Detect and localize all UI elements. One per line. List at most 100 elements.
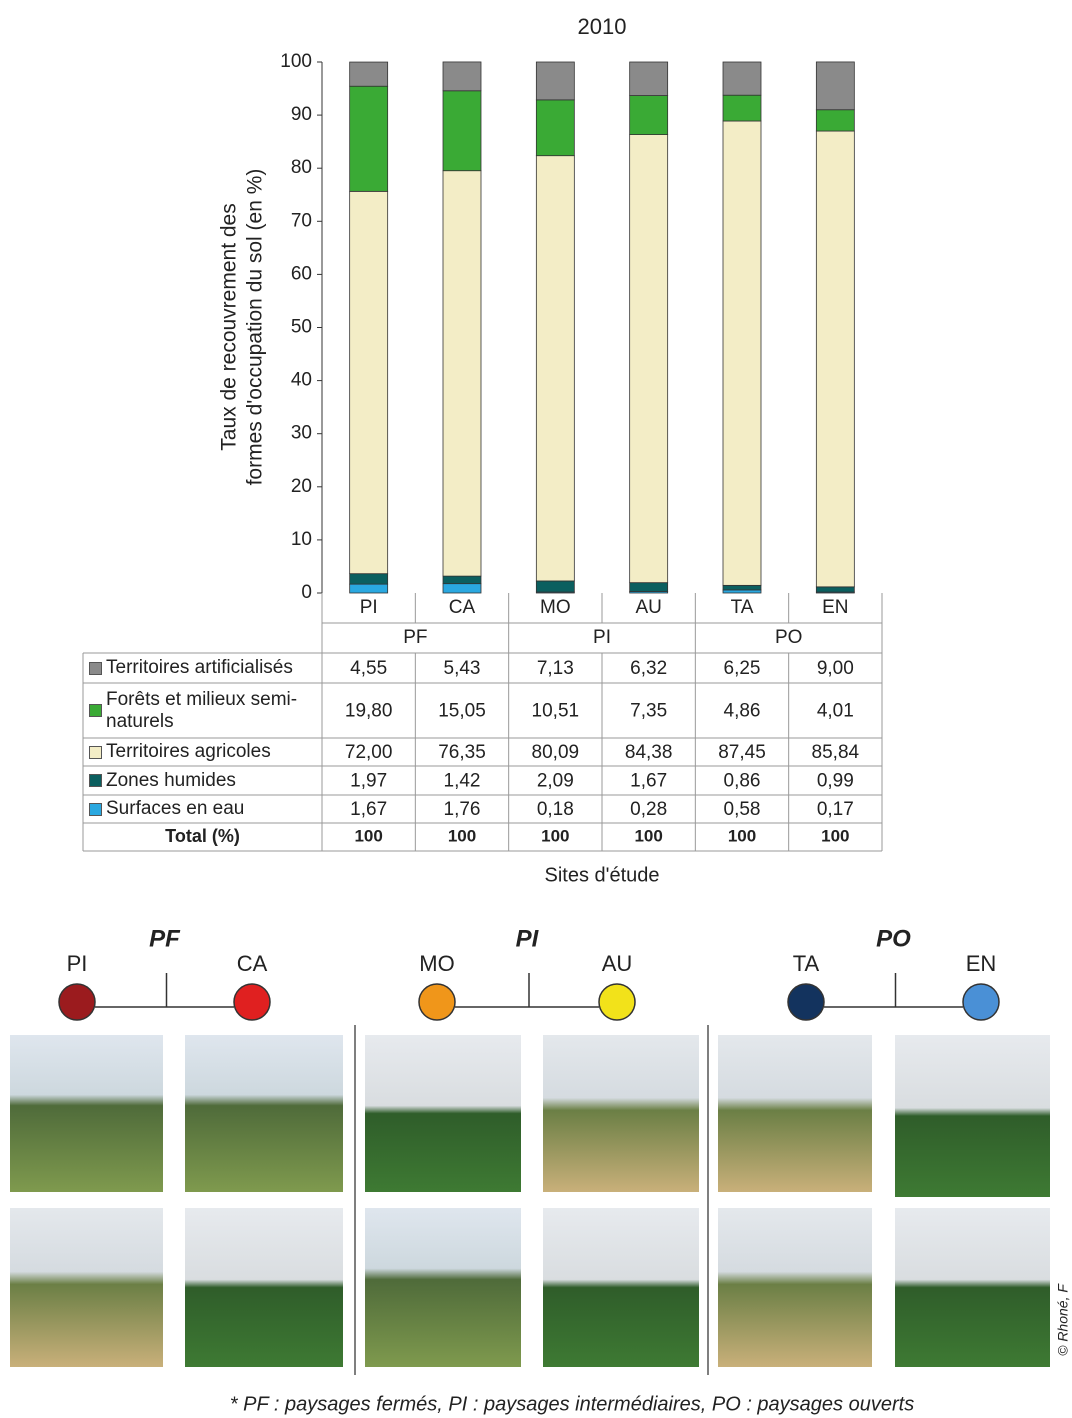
site-marker xyxy=(58,983,96,1021)
credit: © Rhoné, F xyxy=(1055,1283,1071,1356)
group-label: PF xyxy=(403,627,427,648)
site-group: PO xyxy=(876,925,911,952)
y-tick-label: 100 xyxy=(280,51,312,72)
bar-segment xyxy=(629,61,669,96)
table-value: 4,55 xyxy=(350,658,387,679)
photo xyxy=(10,1035,163,1192)
site-marker xyxy=(962,983,1000,1021)
photo xyxy=(543,1035,699,1192)
bar-segment xyxy=(349,85,389,192)
legend-cell: Zones humides xyxy=(83,766,322,795)
total-label: Total (%) xyxy=(165,826,240,846)
bar-segment xyxy=(349,583,389,594)
site-name: EN xyxy=(966,951,997,976)
legend-swatch xyxy=(89,745,102,759)
bar-segment xyxy=(349,573,389,585)
table-value: 87,45 xyxy=(718,742,766,763)
photo xyxy=(185,1035,343,1192)
y-axis-label-line: Taux de recouvrement des xyxy=(218,203,241,450)
table-value: 1,76 xyxy=(444,799,481,820)
y-tick-label: 70 xyxy=(291,210,312,231)
photo xyxy=(718,1208,872,1367)
bar-segment xyxy=(722,94,762,122)
group-label: PI xyxy=(593,627,611,648)
bar-segment xyxy=(722,589,762,594)
table-value: 0,58 xyxy=(724,799,761,820)
y-tick-label: 0 xyxy=(301,582,312,603)
table-value: 4,01 xyxy=(817,701,854,722)
y-tick-label: 90 xyxy=(291,104,312,125)
legend-cell: Forêts et milieux semi-naturels xyxy=(83,683,322,738)
bar-segment xyxy=(815,61,855,111)
y-axis-label: Taux de recouvrement des formes d'occupa… xyxy=(218,169,267,486)
table-value: 7,35 xyxy=(630,701,667,722)
table-value: 0,17 xyxy=(817,799,854,820)
legend-label: Forêts et milieux semi-naturels xyxy=(106,688,298,732)
legend-swatch xyxy=(89,704,102,717)
table-value: 10,51 xyxy=(532,701,580,722)
total-value: 100 xyxy=(821,826,849,845)
x-tick-label: EN xyxy=(822,597,848,618)
table-value: 2,09 xyxy=(537,771,574,792)
legend-cell: Surfaces en eau xyxy=(83,795,322,823)
site-group: PI xyxy=(516,925,540,952)
legend-cell: Territoires agricoles xyxy=(89,741,271,762)
bar-segment xyxy=(815,130,855,588)
table-value: 5,43 xyxy=(444,658,481,679)
bar-segment xyxy=(442,583,482,594)
bar-segment xyxy=(535,99,575,157)
footnote: * PF : paysages fermés, PI : paysages in… xyxy=(230,1393,914,1415)
table-value: 76,35 xyxy=(438,742,486,763)
table-value: 72,00 xyxy=(345,742,393,763)
legend-label: Surfaces en eau xyxy=(106,798,245,819)
legend-swatch xyxy=(89,802,102,816)
bar-segment xyxy=(442,61,482,92)
bar-segment xyxy=(722,120,762,586)
table-value: 0,18 xyxy=(537,799,574,820)
bar-segment xyxy=(629,134,669,584)
table-value: 19,80 xyxy=(345,701,393,722)
y-tick-label: 30 xyxy=(291,423,312,444)
photo xyxy=(895,1035,1050,1197)
bar-segment xyxy=(722,584,762,591)
legend-label: Zones humides xyxy=(106,769,236,791)
table-value: 15,05 xyxy=(438,701,486,722)
total-value: 100 xyxy=(354,826,382,845)
photo xyxy=(365,1035,521,1192)
table-value: 0,28 xyxy=(630,799,667,820)
legend-item: Surfaces en eau xyxy=(83,795,322,823)
photo xyxy=(10,1208,163,1367)
legend-item: Zones humides xyxy=(83,766,322,795)
chart-title: 2010 xyxy=(578,14,627,39)
bar-segment xyxy=(815,586,855,593)
y-tick-label: 20 xyxy=(291,476,312,497)
x-tick-label: TA xyxy=(731,597,754,618)
site-marker xyxy=(787,983,825,1021)
table-value: 1,67 xyxy=(350,799,387,820)
y-tick-label: 10 xyxy=(291,529,312,550)
table-value: 0,86 xyxy=(724,771,761,792)
y-tick-label: 80 xyxy=(291,157,312,178)
table-value: 1,42 xyxy=(444,771,481,792)
bar-segment xyxy=(349,190,389,575)
x-tick-label: AU xyxy=(635,597,661,618)
y-tick-label: 40 xyxy=(291,370,312,391)
legend-label: Territoires artificialisés xyxy=(106,657,293,678)
legend-swatch xyxy=(89,661,102,675)
photo xyxy=(365,1208,521,1367)
total-value: 100 xyxy=(634,826,662,845)
legend-swatch xyxy=(89,774,102,787)
site-name: CA xyxy=(237,951,268,976)
legend-label: Territoires agricoles xyxy=(106,741,271,762)
bar-segment xyxy=(535,155,575,582)
x-tick-label: CA xyxy=(449,597,476,618)
legend-item: Forêts et milieux semi-naturels xyxy=(83,683,322,738)
site-name: MO xyxy=(419,951,454,976)
table-value: 9,00 xyxy=(817,658,854,679)
credit-text: © Rhoné, F xyxy=(1055,1283,1071,1356)
bar-segment xyxy=(629,582,669,592)
site-marker xyxy=(598,983,636,1021)
bar-segment xyxy=(442,90,482,172)
bar-segment xyxy=(442,575,482,585)
site-marker xyxy=(233,983,271,1021)
